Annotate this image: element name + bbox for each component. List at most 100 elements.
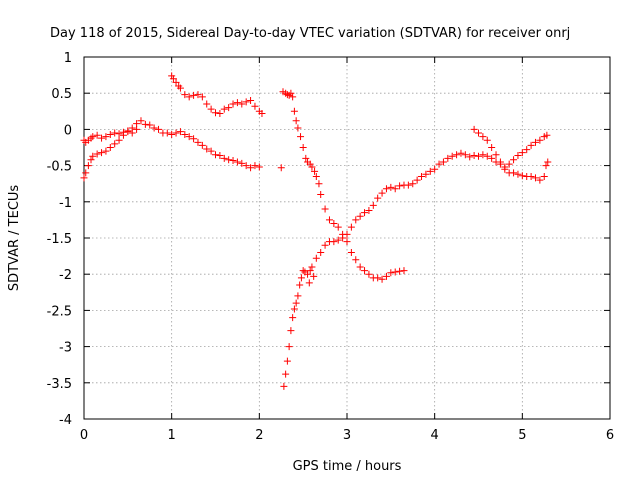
data-point: [378, 275, 386, 283]
data-point: [382, 272, 390, 280]
data-point: [413, 176, 421, 184]
data-point: [233, 99, 241, 107]
data-point: [475, 152, 482, 160]
data-point: [255, 163, 263, 171]
data-point: [80, 174, 88, 182]
data-point: [294, 124, 302, 132]
data-point: [457, 149, 465, 157]
data-point: [115, 130, 123, 138]
y-tick-label: -2: [59, 268, 72, 283]
y-tick-label: -3: [59, 341, 72, 356]
data-point: [119, 128, 127, 136]
data-point: [198, 93, 206, 101]
data-point: [285, 343, 293, 351]
data-point: [514, 151, 522, 159]
data-point: [312, 172, 320, 180]
data-point: [297, 274, 305, 282]
series-track-2: [80, 125, 141, 146]
y-tick-label: -4: [59, 413, 72, 428]
data-point: [146, 121, 154, 129]
data-point: [523, 146, 531, 154]
data-point: [317, 248, 325, 256]
grid-lines: [84, 57, 610, 419]
data-point: [216, 109, 224, 117]
data-point: [542, 162, 550, 170]
data-point: [444, 154, 452, 162]
data-point: [306, 267, 314, 275]
data-point: [470, 151, 478, 159]
data-point: [518, 149, 526, 157]
data-point: [233, 158, 241, 166]
data-point: [325, 216, 333, 224]
data-point: [172, 129, 180, 137]
data-point: [106, 130, 114, 138]
data-point: [176, 128, 184, 136]
data-point: [115, 136, 123, 144]
data-point: [207, 105, 215, 113]
data-point: [483, 152, 491, 160]
data-point: [141, 120, 149, 128]
data-point: [492, 151, 500, 159]
data-point: [352, 256, 360, 264]
series-outliers: [277, 164, 318, 287]
data-point: [527, 141, 535, 149]
y-tick-label: -2.5: [47, 304, 72, 319]
data-point: [400, 267, 408, 275]
data-points: [80, 72, 552, 390]
data-point: [198, 141, 206, 149]
data-point: [296, 281, 304, 289]
data-point: [470, 125, 478, 133]
data-point: [483, 136, 491, 144]
data-point: [89, 152, 97, 160]
data-point: [128, 129, 136, 137]
data-point: [531, 174, 539, 182]
data-point: [283, 357, 291, 365]
x-tick-label: 0: [80, 428, 88, 443]
data-point: [185, 93, 193, 101]
y-tick-label: -1.5: [47, 232, 72, 247]
data-point: [396, 267, 404, 275]
data-point: [87, 156, 95, 164]
data-point: [347, 223, 355, 231]
data-point: [287, 327, 295, 335]
data-point: [150, 124, 158, 132]
data-point: [124, 127, 132, 135]
data-point: [247, 96, 255, 104]
data-point: [287, 89, 295, 97]
data-point: [277, 164, 285, 172]
data-point: [190, 135, 198, 143]
data-point: [106, 144, 114, 151]
data-point: [343, 238, 351, 246]
data-point: [369, 201, 377, 209]
data-point: [229, 157, 237, 165]
data-point: [540, 172, 548, 180]
data-point: [87, 134, 95, 142]
data-point: [518, 172, 526, 180]
data-point: [479, 133, 487, 141]
x-tick-label: 6: [606, 428, 614, 443]
y-tick-label: -1: [59, 196, 72, 211]
data-point: [361, 209, 369, 217]
data-point: [181, 91, 189, 99]
x-tick-label: 5: [518, 428, 526, 443]
data-point: [93, 150, 101, 158]
data-point: [374, 194, 382, 202]
data-point: [176, 84, 184, 92]
data-point: [382, 185, 390, 193]
data-point: [531, 138, 539, 146]
data-point: [378, 189, 386, 197]
data-point: [387, 269, 395, 277]
data-point: [356, 263, 364, 271]
data-point: [352, 216, 360, 224]
x-tick-labels: 0 1 2 3 4 5 6: [80, 428, 614, 443]
y-axis-label: SDTVAR / TECUs: [7, 185, 22, 292]
data-point: [466, 153, 474, 161]
data-point: [448, 152, 456, 160]
data-point: [330, 238, 338, 246]
data-point: [84, 162, 92, 170]
data-point: [155, 125, 163, 133]
data-point: [488, 154, 496, 162]
data-point: [461, 151, 469, 159]
data-point: [282, 370, 290, 378]
